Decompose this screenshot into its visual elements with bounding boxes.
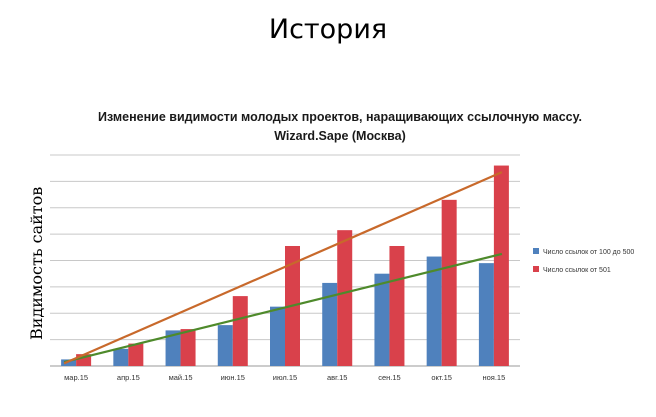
x-tick-label: сен.15 (378, 373, 401, 382)
bar-series-1 (217, 325, 233, 366)
x-tick-label: ноя.15 (482, 373, 505, 382)
bar-series-1 (270, 306, 285, 366)
bar-series-2 (337, 230, 353, 366)
slide-title: История (268, 14, 388, 45)
bar-series-1 (113, 348, 129, 366)
x-tick-label: июл.15 (273, 373, 297, 382)
legend-label: Число ссылок от 100 до 500 (543, 249, 634, 256)
bar-series-1 (322, 282, 338, 366)
x-tick-label: май.15 (169, 373, 193, 382)
x-tick-label: апр.15 (117, 373, 140, 382)
chart-subtitle: Wizard.Sape (Москва) (274, 129, 406, 143)
x-tick-label: окт.15 (431, 373, 452, 382)
legend-swatch (533, 248, 539, 254)
bar-series-1 (374, 273, 390, 366)
trendline-1 (63, 252, 503, 364)
x-tick-label: мар.15 (64, 373, 88, 382)
bar-series-1 (165, 330, 181, 366)
bar-series-2 (76, 354, 92, 366)
bar-series-2 (232, 296, 248, 366)
trendline-2 (63, 171, 503, 365)
bar-series-1 (478, 263, 494, 366)
bar-series-2 (128, 343, 144, 366)
chart-title: Изменение видимости молодых проектов, на… (20, 108, 656, 146)
bar-series-1 (426, 256, 442, 366)
bar-series-2 (493, 165, 509, 366)
legend-swatch (533, 266, 539, 272)
legend-label: Число ссылок от 501 (543, 267, 611, 274)
x-tick-label: авг.15 (327, 373, 347, 382)
bar-series-1 (61, 359, 77, 366)
x-tick-label: июн.15 (221, 373, 245, 382)
bar-series-2 (389, 245, 405, 366)
bar-series-2 (441, 199, 457, 366)
chart-title-line: Изменение видимости молодых проектов, на… (98, 110, 582, 124)
bar-series-2 (180, 329, 196, 366)
